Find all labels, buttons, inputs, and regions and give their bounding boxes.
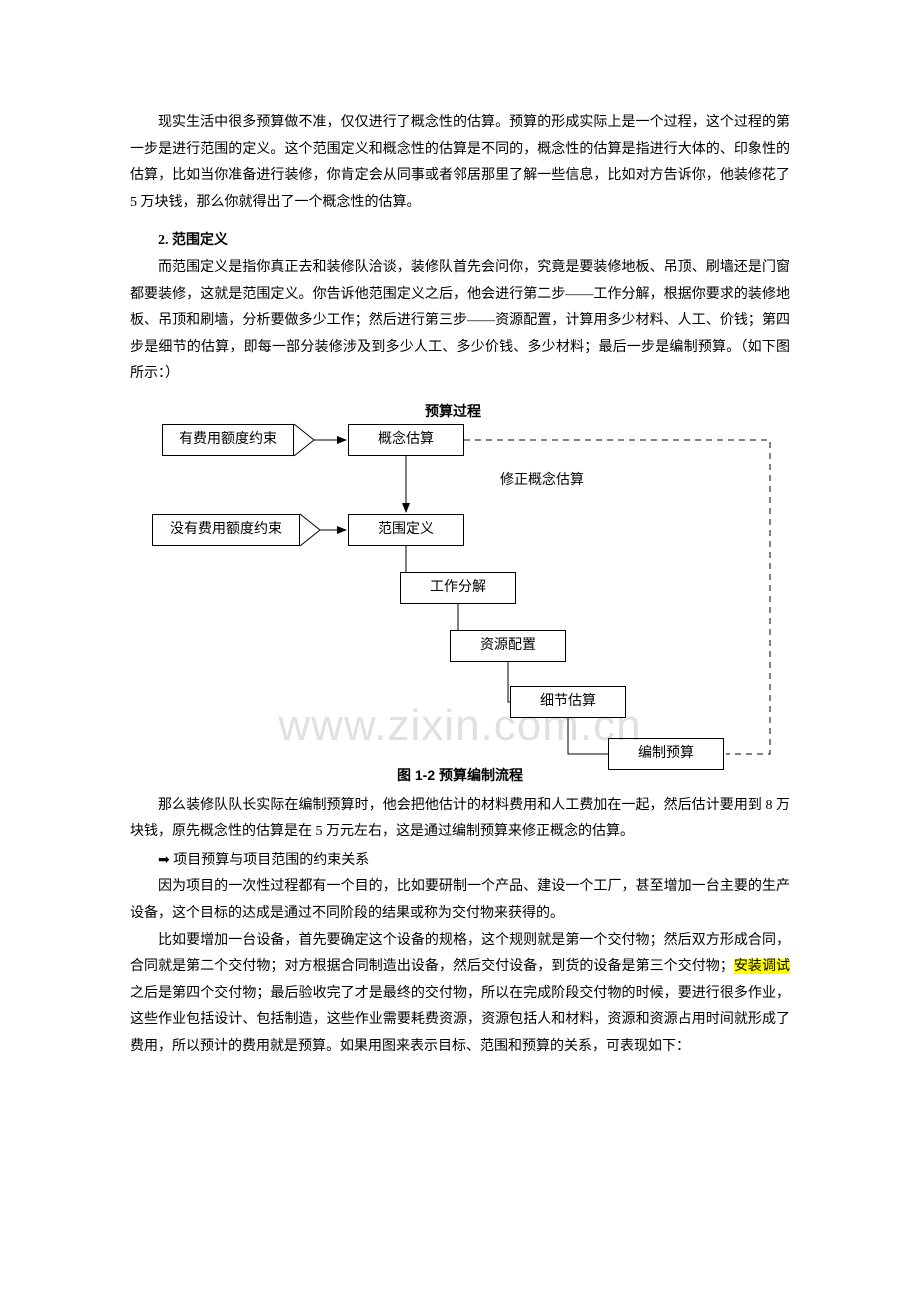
paragraph-scope-def: 而范围定义是指你真正去和装修队洽谈，装修队首先会问你，究竟是要装修地板、吊顶、刷… (130, 255, 790, 388)
flow-step-wbs: 工作分解 (400, 572, 516, 604)
deliverables-text-a: 比如要增加一台设备，首先要确定这个设备的规格，这个规则就是第一个交付物；然后双方… (130, 933, 790, 975)
paragraph-purpose: 因为项目的一次性过程都有一个目的，比如要研制一个产品、建设一个工厂，甚至增加一台… (130, 874, 790, 927)
flow-step-detail-est: 细节估算 (510, 686, 626, 718)
section-2-title: 2. 范围定义 (130, 228, 790, 255)
flow-step-concept-estimate: 概念估算 (348, 424, 464, 456)
flow-side-label: 修正概念估算 (500, 468, 584, 495)
flow-step-scope-def: 范围定义 (348, 514, 464, 546)
flow-left-constrained: 有费用额度约束 (162, 424, 294, 456)
flow-left-unconstrained: 没有费用额度约束 (152, 514, 300, 546)
flowchart-title: 预算过程 (425, 400, 481, 427)
deliverables-text-b: 之后是第四个交付物；最后验收完了才是最终的交付物，所以在完成阶段交付物的时候，要… (130, 986, 790, 1054)
flow-step-budget: 编制预算 (608, 738, 724, 770)
paragraph-after-diagram: 那么装修队队长实际在编制预算时，他会把他估计的材料费用和人工费加在一起，然后估计… (130, 793, 790, 846)
bullet-arrow-icon: ➡ (158, 851, 170, 867)
budget-flowchart: 预算过程 有费用额度约束 没有费用额度约束 概念估算 范围定义 工作分解 资源配… (130, 400, 790, 760)
highlight-install-debug: 安装调试 (734, 959, 790, 974)
bullet-relation-text: 项目预算与项目范围的约束关系 (170, 853, 370, 868)
paragraph-intro: 现实生活中很多预算做不准，仅仅进行了概念性的估算。预算的形成实际上是一个过程，这… (130, 110, 790, 216)
bullet-relation: ➡ 项目预算与项目范围的约束关系 (130, 846, 790, 875)
paragraph-deliverables: 比如要增加一台设备，首先要确定这个设备的规格，这个规则就是第一个交付物；然后双方… (130, 928, 790, 1061)
flow-step-resource: 资源配置 (450, 630, 566, 662)
